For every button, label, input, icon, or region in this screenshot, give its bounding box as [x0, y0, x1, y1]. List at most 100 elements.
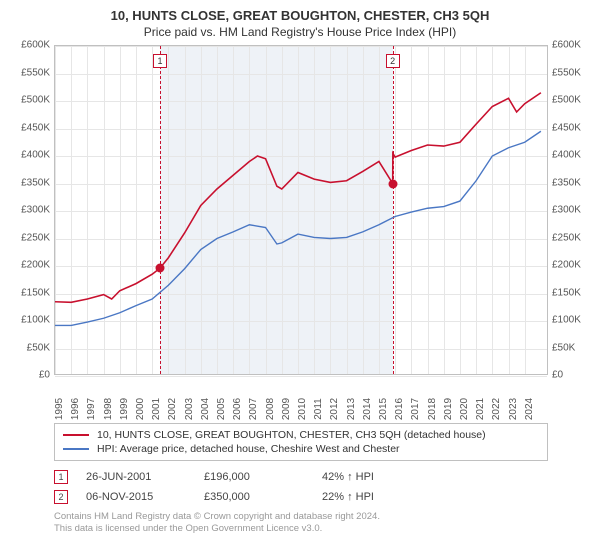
gridline-v — [168, 46, 169, 374]
gridline-v — [87, 46, 88, 374]
gridline-h — [55, 74, 547, 75]
ytick-right: £450K — [552, 122, 592, 133]
gridline-v — [363, 46, 364, 374]
xtick: 2009 — [281, 398, 292, 420]
gridline-v — [217, 46, 218, 374]
ytick-right: £350K — [552, 177, 592, 188]
chart-subtitle: Price paid vs. HM Land Registry's House … — [10, 25, 590, 39]
xtick: 1997 — [86, 398, 97, 420]
gridline-h — [55, 129, 547, 130]
plot-area: 12 — [54, 45, 548, 375]
xtick: 2000 — [135, 398, 146, 420]
xtick: 2023 — [508, 398, 519, 420]
ytick-left: £400K — [10, 150, 50, 161]
gridline-v — [428, 46, 429, 374]
gridline-v — [185, 46, 186, 374]
ytick-right: £250K — [552, 232, 592, 243]
xtick: 2019 — [443, 398, 454, 420]
gridline-v — [492, 46, 493, 374]
gridline-h — [55, 184, 547, 185]
gridline-h — [55, 294, 547, 295]
ytick-right: £150K — [552, 287, 592, 298]
ytick-right: £600K — [552, 40, 592, 51]
xtick: 1996 — [70, 398, 81, 420]
ytick-left: £450K — [10, 122, 50, 133]
gridline-v — [201, 46, 202, 374]
transaction-price: £196,000 — [204, 471, 304, 483]
ytick-left: £500K — [10, 95, 50, 106]
ytick-left: £300K — [10, 205, 50, 216]
xtick: 2015 — [378, 398, 389, 420]
transaction-row: 206-NOV-2015£350,00022% ↑ HPI — [10, 487, 590, 507]
xtick: 1995 — [54, 398, 65, 420]
legend-swatch — [63, 448, 89, 450]
legend-swatch — [63, 434, 89, 436]
xtick: 2010 — [297, 398, 308, 420]
legend-row: HPI: Average price, detached house, Ches… — [63, 442, 539, 456]
xtick: 2001 — [151, 398, 162, 420]
gridline-v — [460, 46, 461, 374]
gridline-v — [266, 46, 267, 374]
gridline-v — [379, 46, 380, 374]
gridline-v — [55, 46, 56, 374]
legend-label: 10, HUNTS CLOSE, GREAT BOUGHTON, CHESTER… — [97, 429, 486, 441]
ytick-right: £0 — [552, 370, 592, 381]
gridline-h — [55, 211, 547, 212]
gridline-v — [249, 46, 250, 374]
gridline-v — [525, 46, 526, 374]
xtick: 2002 — [167, 398, 178, 420]
gridline-v — [330, 46, 331, 374]
marker-box-1: 1 — [153, 54, 167, 68]
xtick: 1999 — [119, 398, 130, 420]
gridline-v — [411, 46, 412, 374]
gridline-v — [71, 46, 72, 374]
ytick-right: £50K — [552, 342, 592, 353]
xtick: 2017 — [410, 398, 421, 420]
xtick: 2007 — [248, 398, 259, 420]
gridline-h — [55, 239, 547, 240]
ytick-left: £200K — [10, 260, 50, 271]
gridline-h — [55, 46, 547, 47]
ytick-left: £100K — [10, 315, 50, 326]
xtick: 2012 — [329, 398, 340, 420]
ytick-left: £350K — [10, 177, 50, 188]
xtick: 2016 — [394, 398, 405, 420]
legend: 10, HUNTS CLOSE, GREAT BOUGHTON, CHESTER… — [54, 423, 548, 461]
gridline-v — [476, 46, 477, 374]
gridline-h — [55, 376, 547, 377]
gridline-h — [55, 156, 547, 157]
transaction-price: £350,000 — [204, 491, 304, 503]
marker-line-1 — [160, 46, 161, 374]
footer: Contains HM Land Registry data © Crown c… — [10, 507, 590, 536]
gridline-v — [395, 46, 396, 374]
transaction-row: 126-JUN-2001£196,00042% ↑ HPI — [10, 467, 590, 487]
footer-line2: This data is licensed under the Open Gov… — [54, 523, 590, 535]
xtick: 2014 — [362, 398, 373, 420]
xtick: 2022 — [491, 398, 502, 420]
gridline-v — [104, 46, 105, 374]
gridline-h — [55, 266, 547, 267]
legend-row: 10, HUNTS CLOSE, GREAT BOUGHTON, CHESTER… — [63, 428, 539, 442]
gridline-h — [55, 321, 547, 322]
xtick: 2021 — [475, 398, 486, 420]
xtick: 2011 — [313, 398, 324, 420]
gridline-v — [152, 46, 153, 374]
gridline-v — [233, 46, 234, 374]
xtick: 2013 — [346, 398, 357, 420]
marker-dot-2 — [388, 179, 397, 188]
xtick: 2024 — [524, 398, 535, 420]
ytick-left: £600K — [10, 40, 50, 51]
gridline-v — [509, 46, 510, 374]
ytick-left: £0 — [10, 370, 50, 381]
xtick: 2003 — [184, 398, 195, 420]
ytick-right: £100K — [552, 315, 592, 326]
xtick: 2008 — [265, 398, 276, 420]
xtick: 2018 — [427, 398, 438, 420]
xtick: 2006 — [232, 398, 243, 420]
ytick-left: £550K — [10, 67, 50, 78]
ytick-right: £200K — [552, 260, 592, 271]
transaction-marker: 1 — [54, 470, 68, 484]
transaction-delta: 22% ↑ HPI — [322, 491, 422, 503]
ytick-right: £500K — [552, 95, 592, 106]
ytick-right: £400K — [552, 150, 592, 161]
